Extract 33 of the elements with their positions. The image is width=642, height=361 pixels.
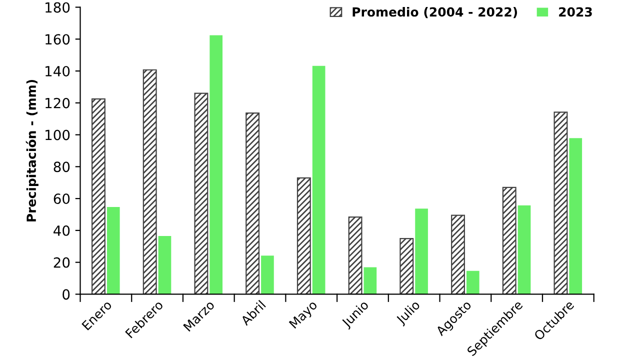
y-axis-title: Precipitación - (mm)	[26, 80, 38, 222]
y-tick-label: 40	[54, 225, 70, 236]
bar	[502, 186, 516, 294]
y-tick-label: 60	[54, 194, 70, 204]
bar	[364, 267, 377, 294]
bar	[106, 207, 120, 294]
bar	[451, 214, 465, 294]
y-tick-label: 0	[62, 289, 70, 300]
bar	[92, 98, 106, 294]
y-tick-label: 20	[54, 257, 70, 268]
y-tick-label: 180	[46, 2, 70, 13]
bar	[246, 112, 260, 294]
bar	[142, 69, 157, 294]
bar	[569, 138, 582, 294]
legend-label: 2023	[559, 7, 592, 17]
bar	[312, 66, 326, 294]
bar	[415, 208, 428, 294]
bar	[210, 35, 223, 294]
bar	[158, 236, 172, 294]
y-tick-label: 160	[46, 34, 70, 45]
y-tick-label: 140	[46, 66, 70, 76]
bar	[261, 256, 274, 294]
legend-label: Promedio (2004 - 2022)	[352, 6, 518, 18]
bar	[554, 112, 568, 294]
bar	[296, 177, 311, 294]
y-tick-label: 100	[46, 130, 70, 140]
bar	[400, 238, 414, 294]
y-tick-label: 120	[46, 98, 70, 108]
bar	[518, 205, 531, 294]
bar	[348, 216, 362, 294]
bar	[194, 92, 208, 294]
y-tick-label: 80	[54, 162, 70, 172]
bar	[466, 270, 480, 294]
